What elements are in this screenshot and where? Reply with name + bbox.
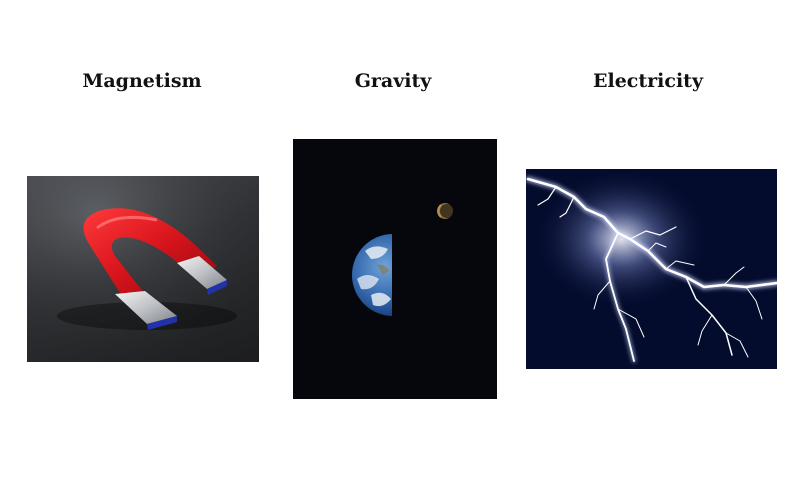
lightning-image xyxy=(526,169,777,369)
gravity-title: Gravity xyxy=(354,70,432,92)
magnetism-title: Magnetism xyxy=(82,70,202,92)
magnet-image xyxy=(27,176,259,362)
earth-moon-image xyxy=(293,139,497,399)
electricity-title: Electricity xyxy=(593,70,703,92)
